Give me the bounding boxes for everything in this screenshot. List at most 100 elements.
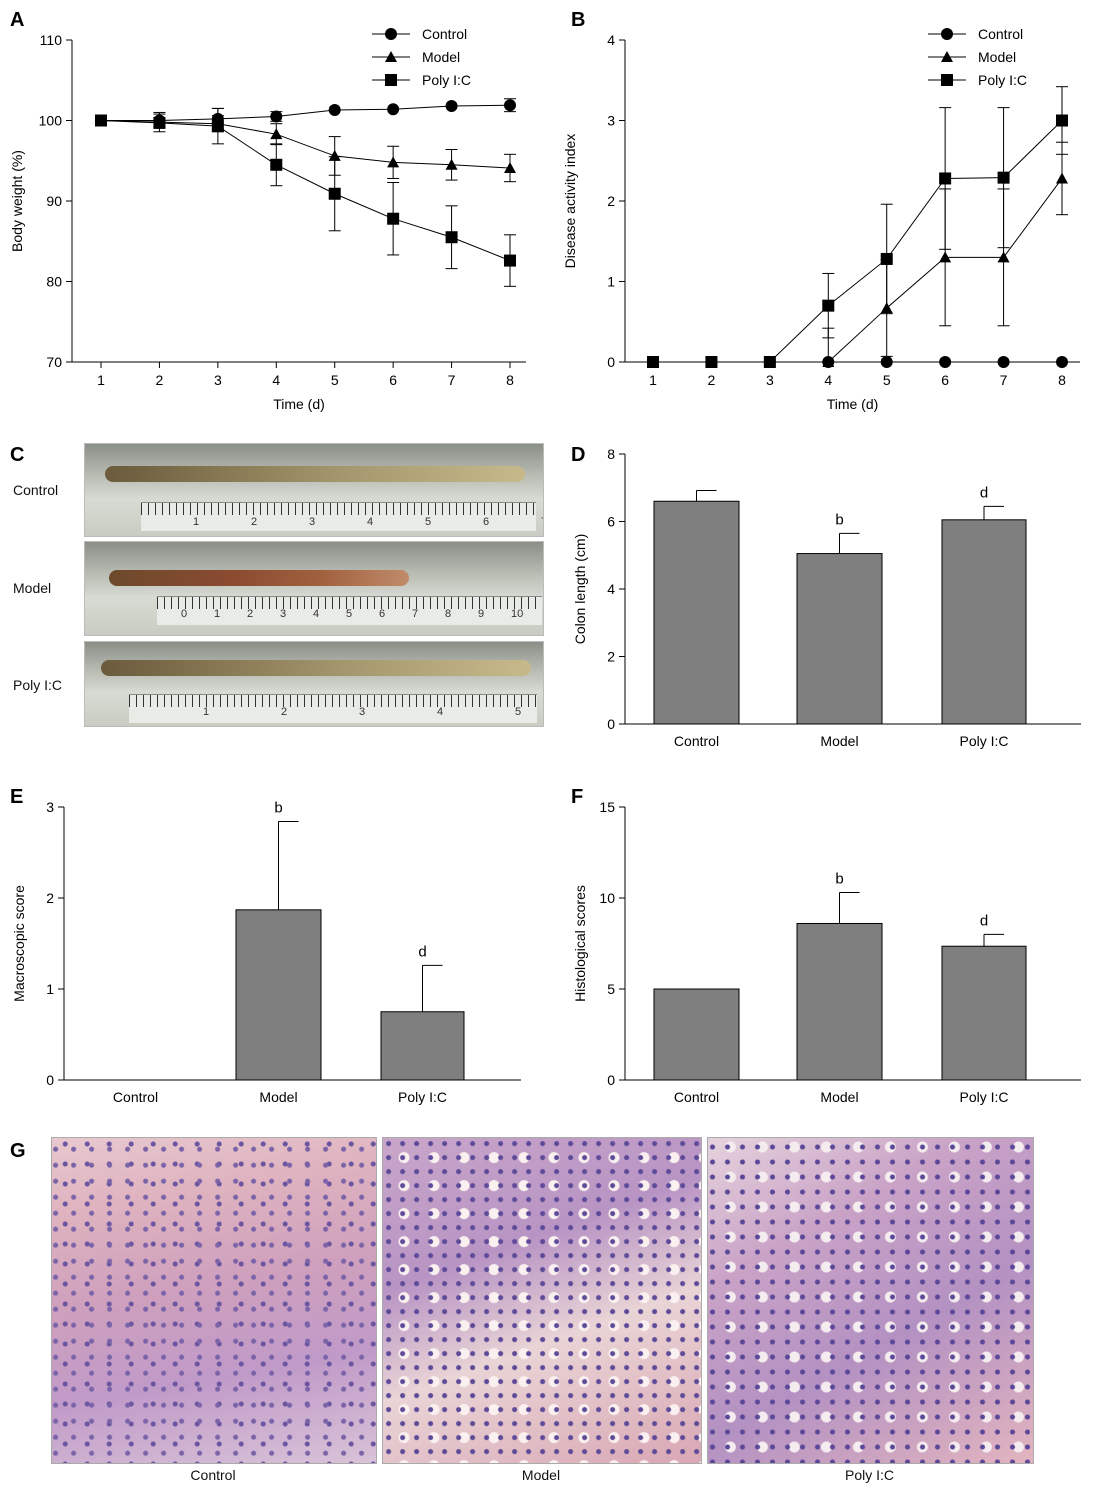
data-point: [328, 104, 341, 117]
histology-label-model: Model: [521, 1467, 561, 1483]
data-point: [270, 110, 283, 123]
ruler-number: 7: [412, 608, 419, 620]
ruler-number: 5: [425, 516, 432, 528]
ruler-number: 1: [193, 516, 200, 528]
bar: [796, 922, 883, 1081]
data-point: [939, 172, 952, 185]
x-axis-label: Time (d): [273, 396, 325, 412]
data-point: [270, 128, 283, 140]
histology-label-control: Control: [190, 1467, 236, 1483]
ruler-number: 7: [541, 516, 543, 528]
data-point: [387, 103, 400, 116]
x-category-label: Poly I:C: [959, 1089, 1008, 1105]
histology-image-poly: [707, 1137, 1034, 1464]
significance-label: b: [835, 871, 843, 888]
y-tick-label: 80: [46, 274, 62, 290]
legend-marker: [941, 74, 953, 86]
x-category-label: Control: [113, 1089, 158, 1105]
bar: [235, 909, 322, 1081]
ruler-number: 6: [483, 516, 490, 528]
series-line: [101, 104, 511, 121]
ruler-number: 5: [346, 608, 353, 620]
ruler-number: 4: [437, 706, 444, 718]
series-line: [100, 120, 511, 169]
legend-label: Model: [978, 49, 1016, 65]
x-tick-label: 4: [272, 372, 280, 388]
colon-photo-model: 0 1 2 3 4 5 6 7 8 9 10: [84, 541, 544, 636]
colon-photo-control: 1 2 3 4 5 6 7: [84, 443, 544, 537]
legend-marker: [385, 28, 397, 40]
panel-letter-b: B: [571, 9, 585, 31]
significance-label: b: [835, 511, 843, 528]
data-point: [997, 251, 1010, 263]
histology-image-control: [51, 1137, 377, 1464]
y-axis-label: Colon length (cm): [572, 534, 588, 645]
x-tick-label: 2: [156, 372, 164, 388]
data-point: [939, 356, 952, 368]
data-point: [504, 161, 516, 173]
y-tick-label: 0: [607, 716, 615, 732]
legend-label: Control: [978, 26, 1023, 42]
ruler-number: 3: [309, 516, 316, 528]
data-point: [822, 299, 835, 312]
ruler-number: 5: [515, 706, 522, 718]
x-tick-label: 2: [708, 372, 716, 388]
x-category-label: Poly I:C: [398, 1089, 447, 1105]
y-tick-label: 15: [599, 799, 615, 815]
y-tick-label: 90: [46, 193, 62, 209]
data-point: [822, 356, 835, 367]
data-point: [997, 171, 1010, 184]
ruler-number: 4: [367, 516, 374, 528]
panel-letter-e: E: [10, 786, 23, 808]
data-point: [647, 356, 659, 368]
histology-image-model: [382, 1137, 702, 1464]
legend-label: Poly I:C: [422, 72, 471, 88]
ruler-number: 2: [247, 608, 254, 620]
significance-label: d: [418, 943, 426, 960]
x-tick-label: 8: [1058, 372, 1066, 388]
ruler-number: 0: [181, 608, 188, 620]
x-tick-label: 5: [331, 372, 339, 388]
y-tick-label: 0: [607, 354, 615, 370]
legend-marker: [385, 74, 397, 86]
x-tick-label: 5: [883, 372, 891, 388]
ruler-number: 1: [203, 706, 210, 718]
y-tick-label: 110: [40, 32, 63, 48]
panel-letter-a: A: [10, 9, 24, 31]
x-category-label: Model: [820, 1089, 858, 1105]
y-tick-label: 1: [607, 274, 615, 290]
data-point: [1056, 114, 1068, 127]
colon-specimen: [109, 570, 409, 586]
data-point: [939, 251, 952, 263]
y-tick-label: 70: [46, 354, 62, 370]
ruler-image: [129, 694, 537, 723]
ruler-number: 9: [478, 608, 485, 620]
data-point: [763, 356, 776, 368]
y-tick-label: 4: [607, 32, 615, 48]
y-axis-label: Disease activity index: [562, 134, 578, 269]
x-category-label: Model: [820, 733, 858, 749]
ruler-image: [157, 596, 542, 625]
data-point: [387, 212, 400, 225]
series-line: [653, 178, 1063, 363]
data-point: [211, 120, 224, 133]
ruler-number: 8: [445, 608, 452, 620]
data-point: [445, 231, 458, 244]
legend-marker: [941, 28, 953, 40]
data-point: [270, 158, 283, 171]
data-point: [328, 187, 341, 200]
data-point: [445, 158, 458, 170]
ruler-number: 3: [280, 608, 287, 620]
x-tick-label: 7: [448, 372, 456, 388]
photo-label-model: Model: [13, 580, 52, 596]
ruler-number: 6: [379, 608, 386, 620]
x-category-label: Poly I:C: [959, 733, 1008, 749]
data-point: [387, 156, 400, 168]
panel-letter-c: C: [10, 444, 24, 466]
panel-letter-g: G: [10, 1140, 26, 1162]
y-tick-label: 8: [607, 446, 615, 462]
data-point: [153, 116, 166, 129]
y-tick-label: 5: [607, 981, 615, 997]
